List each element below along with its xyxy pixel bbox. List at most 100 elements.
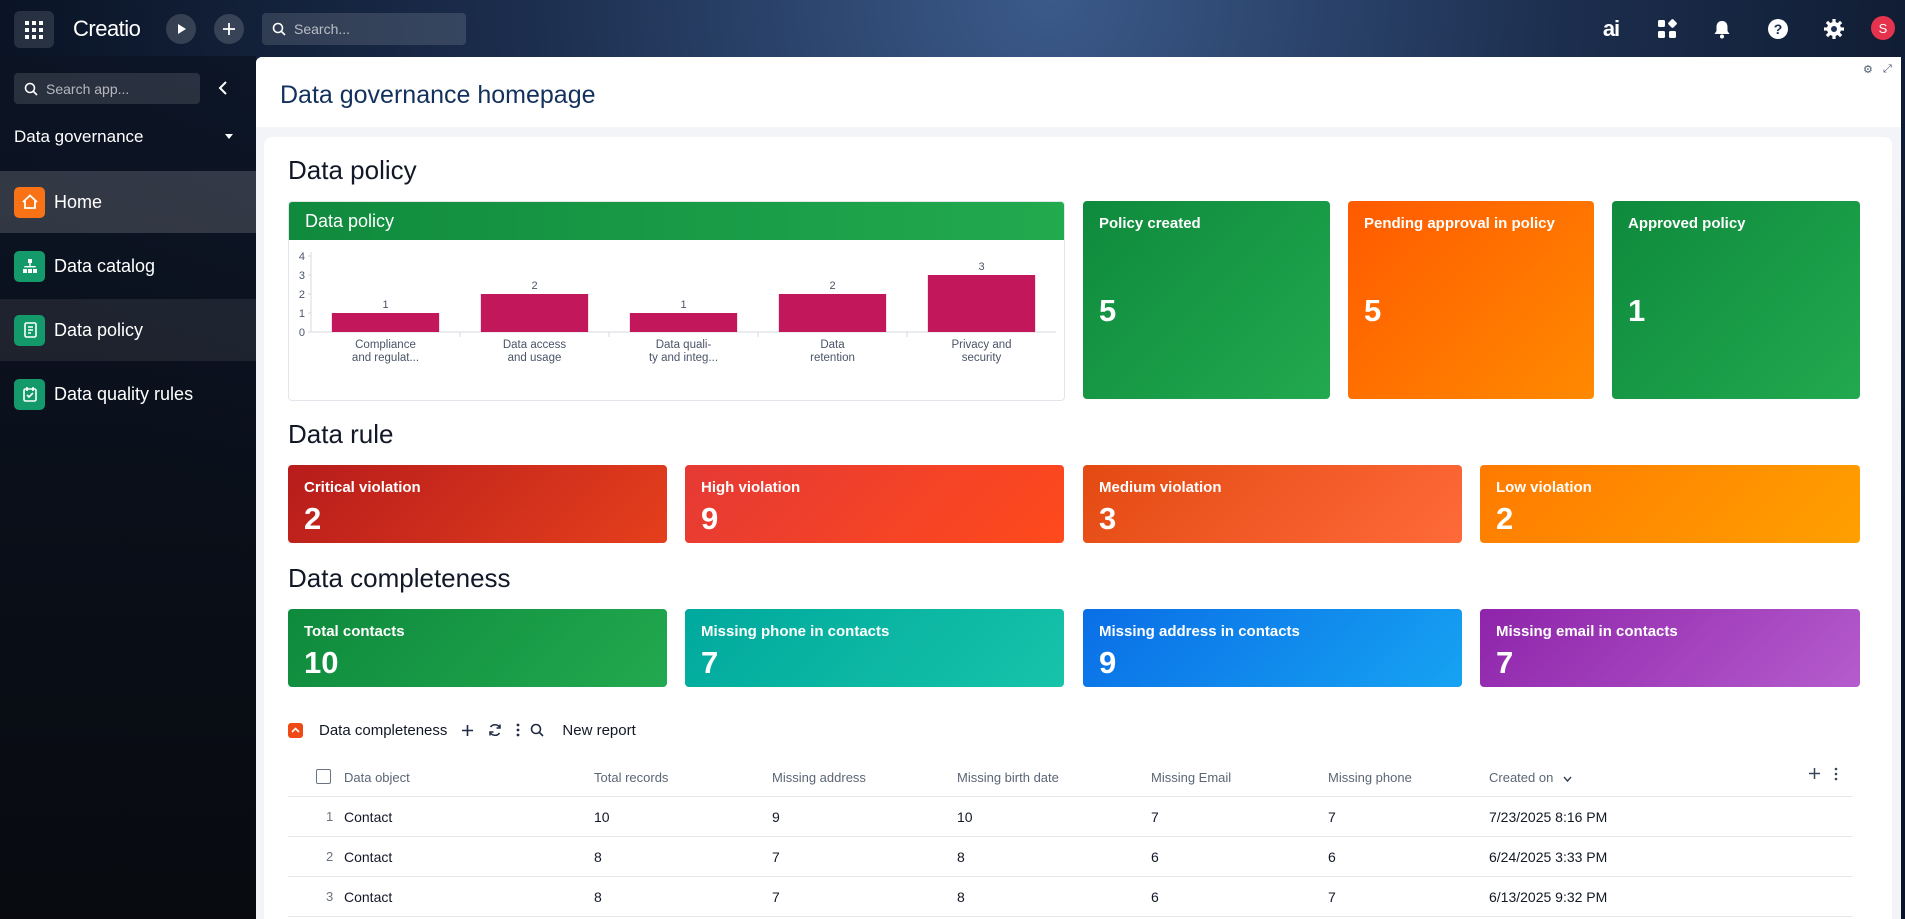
bell-icon (1714, 21, 1730, 39)
cell-created-on: 6/13/2025 9:32 PM (1489, 889, 1608, 905)
sidebar-item-label: Data catalog (54, 255, 156, 276)
table-row[interactable]: 2 Contact 8 7 8 6 6 6/24/2025 3:33 PM (288, 837, 1852, 877)
sidebar-item-label: Home (54, 191, 103, 212)
cell-missing-birth-date: 10 (957, 809, 973, 825)
widget-total-contacts[interactable]: Total contacts 10 (288, 609, 667, 687)
apps-hub-button[interactable] (1652, 14, 1682, 44)
y-tick-label: 4 (299, 251, 305, 263)
section-title-policy: Data policy (288, 155, 417, 185)
widget-missing-phone[interactable]: Missing phone in contacts 7 (685, 609, 1064, 687)
column-options-button[interactable] (1834, 767, 1838, 784)
new-report-button[interactable]: New report (562, 721, 636, 739)
ai-copilot-button[interactable]: ai (1596, 14, 1626, 44)
chevron-up-icon (291, 727, 300, 733)
widget-label: Critical violation (304, 479, 421, 496)
settings-button[interactable] (1819, 14, 1849, 44)
notifications-button[interactable] (1707, 14, 1737, 44)
run-process-button[interactable] (166, 14, 196, 44)
widget-approved-policy[interactable]: Approved policy 1 (1612, 201, 1860, 399)
cell-total-records: 8 (594, 849, 602, 865)
col-header-missing-address[interactable]: Missing address (772, 770, 866, 785)
chart-title: Data policy (289, 202, 1064, 240)
more-options-button[interactable] (516, 723, 520, 737)
bar-value-label: 1 (680, 299, 686, 311)
page-settings-icon[interactable]: ⚙ (1863, 64, 1873, 76)
app-launcher-button[interactable] (14, 11, 54, 48)
main-panel: Data governance homepage ⚙ ⤢ Data policy… (256, 57, 1901, 919)
col-header-created-on[interactable]: Created on (1489, 770, 1572, 785)
select-all-checkbox[interactable] (316, 769, 331, 784)
refresh-icon (489, 723, 502, 737)
col-header-data-object[interactable]: Data object (344, 770, 410, 785)
widget-value: 5 (1099, 293, 1117, 328)
widget-low-violation[interactable]: Low violation 2 (1480, 465, 1860, 543)
rules-icon (14, 378, 45, 410)
global-search[interactable] (262, 13, 466, 45)
cell-missing-birth-date: 8 (957, 849, 965, 865)
bar-value-label: 3 (978, 261, 984, 273)
collapse-sidebar-button[interactable] (213, 77, 233, 99)
widget-missing-email[interactable]: Missing email in contacts 7 (1480, 609, 1860, 687)
page-title: Data governance homepage (280, 81, 596, 109)
data-policy-chart[interactable]: Data policy 0 1 2 3 4 1 Compliance and regulat.… (288, 201, 1065, 401)
grid-icon (25, 20, 43, 39)
sidebar-item-data-quality-rules[interactable]: Data quality rules (0, 363, 256, 425)
col-header-missing-phone[interactable]: Missing phone (1328, 770, 1412, 785)
kebab-icon (1834, 767, 1838, 781)
widget-medium-violation[interactable]: Medium violation 3 (1083, 465, 1462, 543)
cell-created-on: 7/23/2025 8:16 PM (1489, 809, 1608, 825)
global-search-input[interactable] (294, 21, 454, 37)
sidebar-item-label: Data policy (54, 319, 144, 340)
cell-missing-address: 9 (772, 809, 780, 825)
y-tick-label: 2 (299, 289, 305, 301)
cell-missing-address: 7 (772, 889, 780, 905)
x-tick-label: security (962, 352, 1002, 364)
sidebar-item-home[interactable]: Home (0, 171, 256, 233)
app-search-input[interactable] (46, 80, 186, 97)
table-row[interactable]: 3 Contact 8 7 8 6 7 6/13/2025 9:32 PM (288, 877, 1852, 917)
plus-icon (462, 724, 474, 736)
widget-value: 5 (1364, 293, 1382, 328)
add-button[interactable] (214, 14, 244, 44)
widget-policy-created[interactable]: Policy created 5 (1083, 201, 1330, 399)
x-tick-label: ty and integ... (649, 352, 718, 364)
workspace-select[interactable]: Data governance (14, 124, 234, 150)
add-column-button[interactable] (1808, 767, 1821, 783)
col-header-missing-email[interactable]: Missing Email (1151, 770, 1232, 785)
col-header-missing-birth-date[interactable]: Missing birth date (957, 770, 1059, 785)
search-icon (24, 82, 38, 96)
table-row[interactable]: 1 Contact 10 9 10 7 7 7/23/2025 8:16 PM (288, 797, 1852, 837)
expand-icon[interactable]: ⤢ (1883, 63, 1892, 75)
creatio-logo[interactable]: Creatio (73, 16, 141, 41)
workspace-label: Data governance (14, 127, 144, 146)
widget-label: Policy created (1099, 215, 1201, 232)
x-tick-label: Data quali- (656, 339, 712, 351)
col-header-total-records[interactable]: Total records (594, 770, 669, 785)
app-search[interactable] (14, 73, 200, 104)
widget-value: 9 (701, 501, 719, 536)
user-avatar[interactable]: S (1871, 16, 1895, 40)
cell-total-records: 10 (594, 809, 610, 825)
widget-pending-approval[interactable]: Pending approval in policy 5 (1348, 201, 1594, 399)
cell-missing-phone: 6 (1328, 849, 1336, 865)
widget-label: Approved policy (1628, 215, 1746, 232)
refresh-button[interactable] (488, 723, 502, 737)
cell-data-object[interactable]: Contact (344, 809, 393, 825)
bar (927, 275, 1036, 332)
cell-data-object[interactable]: Contact (344, 889, 393, 905)
table-search-button[interactable] (530, 723, 544, 737)
sidebar-item-data-policy[interactable]: Data policy (0, 299, 256, 361)
sidebar-item-data-catalog[interactable]: Data catalog (0, 235, 256, 297)
widget-label: Low violation (1496, 479, 1592, 496)
row-number: 2 (326, 849, 334, 864)
help-button[interactable]: ? (1763, 14, 1793, 44)
cell-data-object[interactable]: Contact (344, 849, 393, 865)
collapse-section-button[interactable] (288, 722, 303, 738)
widget-critical-violation[interactable]: Critical violation 2 (288, 465, 667, 543)
cell-total-records: 8 (594, 889, 602, 905)
add-record-button[interactable] (461, 724, 474, 737)
widget-missing-address[interactable]: Missing address in contacts 9 (1083, 609, 1462, 687)
widget-high-violation[interactable]: High violation 9 (685, 465, 1064, 543)
widget-value: 1 (1628, 293, 1646, 328)
